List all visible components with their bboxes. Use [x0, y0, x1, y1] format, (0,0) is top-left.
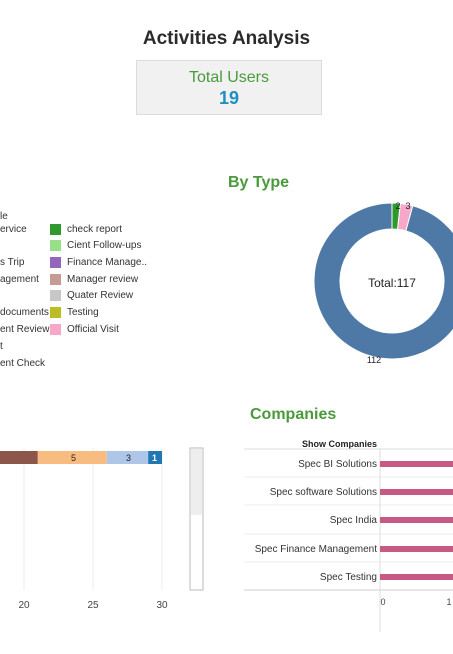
page-title: Activities Analysis [142, 28, 311, 49]
legend-item[interactable]: s Trip [0, 257, 25, 268]
companies-title: Companies [250, 406, 337, 423]
legend-swatch [50, 240, 61, 251]
legend-swatch [50, 274, 61, 285]
donut-slice[interactable] [313, 202, 453, 360]
company-bar[interactable] [380, 461, 453, 467]
company-label[interactable]: Spec India [329, 515, 377, 526]
scrollbar-thumb[interactable] [191, 449, 202, 515]
legend-item[interactable]: agement [0, 274, 39, 285]
donut-slice-label: 3 [405, 201, 410, 211]
by-type-donut-chart: Total:117 112 2 3 [313, 201, 453, 365]
company-bar[interactable] [380, 546, 453, 552]
company-label[interactable]: Spec Finance Management [254, 544, 377, 555]
legend-item[interactable]: ervice [0, 224, 27, 235]
legend-item[interactable]: Quater Review [67, 290, 134, 301]
x-tick-label: 1 [446, 597, 451, 607]
total-users-card: Total Users 19 [136, 60, 322, 115]
donut-slice[interactable] [397, 202, 414, 232]
bar-segment[interactable] [0, 451, 38, 464]
donut-slice-label: 112 [367, 355, 381, 365]
legend-item[interactable]: Manager review [67, 274, 139, 285]
activity-stacked-bar-chart: 20 25 30 [0, 447, 204, 611]
donut-total-label: Total:117 [368, 276, 416, 290]
legend-swatch [50, 224, 61, 235]
company-bar[interactable] [380, 489, 453, 495]
bar-segment-label: 3 [126, 453, 132, 463]
bar-segment[interactable] [106, 451, 149, 464]
company-label[interactable]: Spec BI Solutions [298, 459, 377, 470]
legend-item[interactable]: t [0, 341, 3, 352]
legend-item[interactable]: ent Review [0, 324, 50, 335]
x-tick-label: 25 [87, 600, 99, 611]
companies-chart: 0 1 [244, 448, 453, 632]
total-users-value: 19 [218, 88, 240, 108]
donut-slice-label: 2 [395, 201, 400, 211]
legend-item[interactable]: ent Check [0, 358, 46, 369]
legend-swatch [50, 257, 61, 268]
companies-header: Show Companies [302, 439, 378, 449]
legend-item[interactable]: Official Visit [67, 324, 119, 335]
x-tick-label: 20 [18, 600, 30, 611]
x-tick-label: 30 [156, 600, 168, 611]
legend-item[interactable]: Finance Manage.. [67, 257, 148, 268]
bar-segment[interactable] [37, 451, 107, 464]
bar-segment-label: 1 [152, 453, 158, 463]
total-users-label: Total Users [188, 69, 270, 86]
bar-segment-label: 5 [71, 453, 77, 463]
by-type-title: By Type [228, 174, 290, 191]
legend-item[interactable]: Cient Follow-ups [67, 240, 142, 251]
x-tick-label: 0 [380, 597, 385, 607]
legend-swatch [50, 307, 61, 318]
legend-item[interactable]: le [0, 211, 8, 222]
legend-item[interactable]: check report [67, 224, 123, 235]
legend-item[interactable]: documents [0, 307, 49, 318]
legend-swatch [50, 324, 61, 335]
bar-segment[interactable] [148, 451, 162, 464]
company-bar[interactable] [380, 574, 453, 580]
legend-swatch [50, 290, 61, 301]
company-bar[interactable] [380, 517, 453, 523]
legend-item[interactable]: Testing [67, 307, 99, 318]
company-label[interactable]: Spec software Solutions [269, 487, 377, 498]
company-label[interactable]: Spec Testing [319, 572, 377, 583]
